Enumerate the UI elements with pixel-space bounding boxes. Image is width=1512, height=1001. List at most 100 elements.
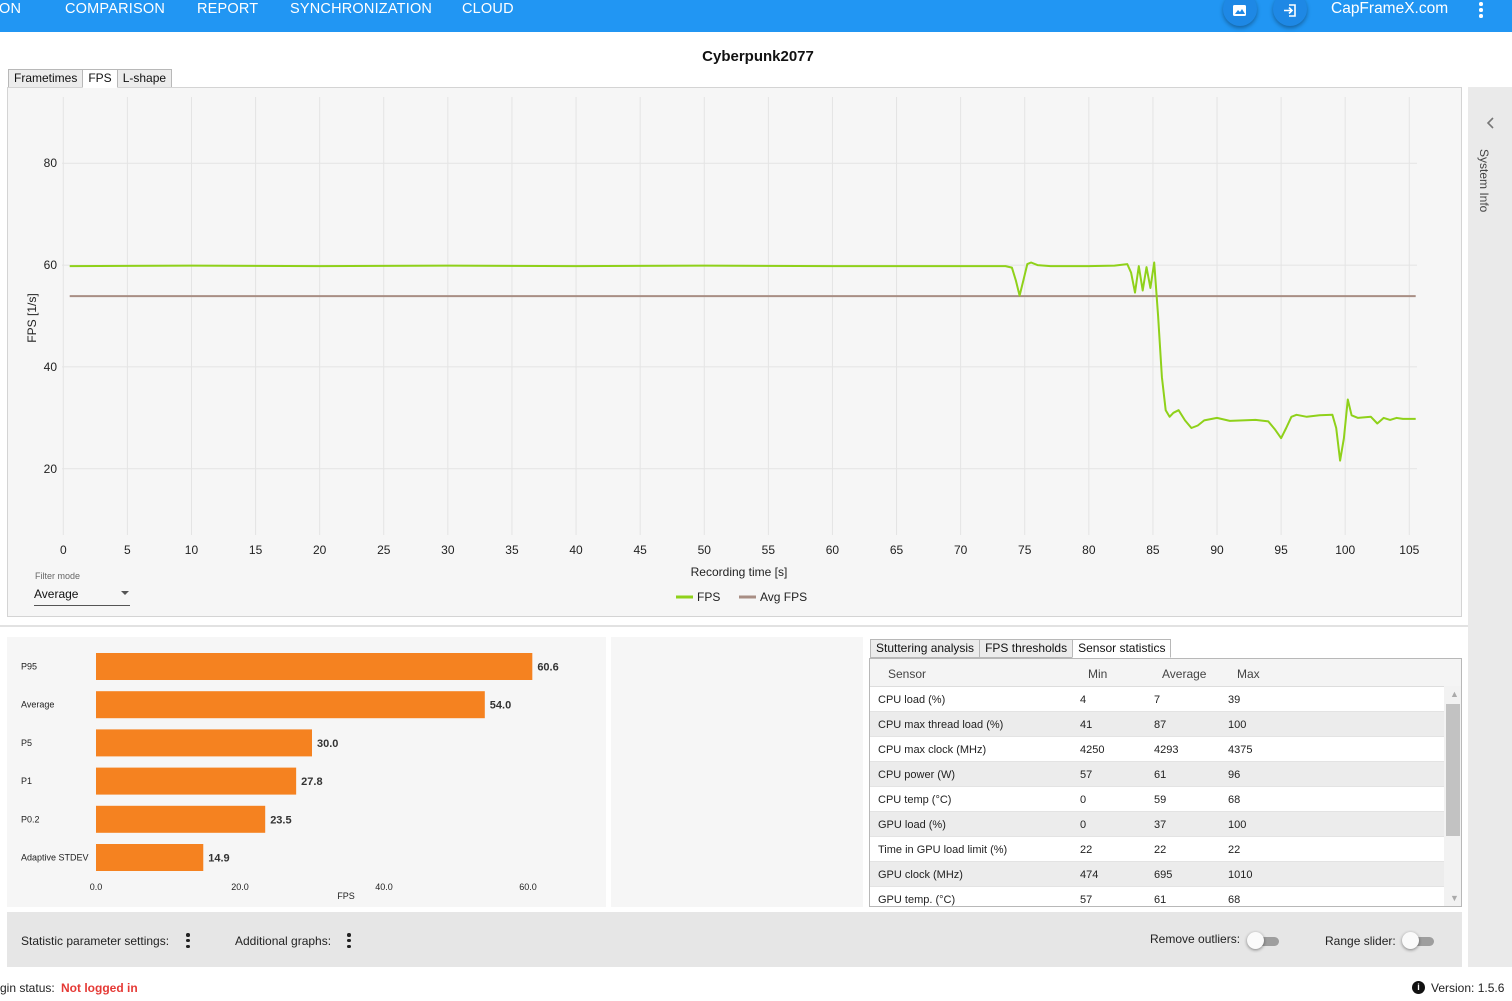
- table-row[interactable]: CPU load (%) 4 7 39: [870, 687, 1444, 712]
- sensor-name-cell: CPU load (%): [878, 694, 946, 706]
- system-info-label: System Info: [1477, 149, 1491, 213]
- range-slider-toggle[interactable]: [1402, 932, 1436, 949]
- col-header-sensor[interactable]: Sensor: [888, 667, 927, 681]
- table-row[interactable]: CPU temp (°C) 0 59 68: [870, 787, 1444, 812]
- x-tick-label: 80: [1082, 543, 1096, 557]
- x-tick-label: 30: [441, 543, 455, 557]
- info-icon[interactable]: i: [1412, 981, 1425, 994]
- series-group: [69, 261, 1416, 462]
- sensor-name-cell: GPU clock (MHz): [878, 869, 963, 881]
- scroll-up-icon[interactable]: ▲: [1450, 689, 1459, 699]
- bar-x-tick-label: 60.0: [519, 882, 537, 892]
- y-tick-label: 80: [44, 156, 58, 170]
- more-vertical-icon[interactable]: [1478, 2, 1484, 20]
- additional-graphs-menu-icon[interactable]: [347, 933, 351, 949]
- sensor-name-cell: CPU max clock (MHz): [878, 744, 987, 756]
- empty-panel: [611, 637, 863, 907]
- x-tick-label: 90: [1210, 543, 1224, 557]
- screenshot-icon: [1233, 5, 1246, 16]
- screenshot-button[interactable]: [1223, 0, 1257, 26]
- y-tick-label: 60: [44, 258, 58, 272]
- tab-fps-thresholds[interactable]: FPS thresholds: [979, 639, 1074, 658]
- chevron-left-icon[interactable]: [1486, 117, 1494, 129]
- table-row[interactable]: Time in GPU load limit (%) 22 22 22: [870, 837, 1444, 862]
- tab-frametimes[interactable]: Frametimes: [8, 69, 84, 88]
- table-row[interactable]: CPU max thread load (%) 41 87 100: [870, 712, 1444, 737]
- table-header: Sensor Min Average Max: [870, 659, 1461, 687]
- col-header-min[interactable]: Min: [1088, 667, 1108, 681]
- min-cell: 4250: [1080, 744, 1105, 756]
- filter-mode-select[interactable]: Average: [34, 585, 130, 606]
- min-cell: 57: [1080, 769, 1093, 781]
- brand-link[interactable]: CapFrameX.com: [1331, 0, 1449, 17]
- table-row[interactable]: CPU power (W) 57 61 96: [870, 762, 1444, 787]
- table-row[interactable]: CPU max clock (MHz) 4250 4293 4375: [870, 737, 1444, 762]
- average-cell: 4293: [1154, 744, 1179, 756]
- system-info-sidebar[interactable]: System Info: [1468, 87, 1512, 967]
- fps-series-line: [69, 261, 1416, 462]
- x-tick-label: 10: [185, 543, 199, 557]
- x-tick-label: 45: [633, 543, 647, 557]
- bar: [96, 729, 312, 757]
- sensor-name-cell: GPU load (%): [878, 819, 946, 831]
- sensor-name-cell: GPU temp. (°C): [878, 894, 956, 906]
- max-cell: 1010: [1228, 869, 1253, 881]
- tab-l-shape[interactable]: L-shape: [116, 69, 173, 88]
- tab-stuttering-analysis[interactable]: Stuttering analysis: [870, 639, 981, 658]
- bar-value-label: 30.0: [317, 738, 338, 750]
- bar: [96, 653, 533, 680]
- table-row[interactable]: GPU clock (MHz) 474 695 1010: [870, 862, 1444, 887]
- nav-item-report[interactable]: REPORT: [197, 1, 259, 17]
- x-tick-label: 70: [954, 543, 968, 557]
- min-cell: 4: [1080, 694, 1087, 706]
- x-tick-label: 15: [249, 543, 263, 557]
- x-tick-label: 0: [60, 543, 67, 557]
- nav-item-comparison[interactable]: COMPARISON: [65, 1, 166, 17]
- bar-category-label: P1: [21, 776, 32, 786]
- average-cell: 87: [1154, 719, 1167, 731]
- table-row[interactable]: GPU temp. (°C) 57 61 68: [870, 887, 1444, 906]
- max-cell: 96: [1228, 769, 1241, 781]
- bars-group: P95 60.6 Average 54.0 P5 30.0 P1 27.8 P0.2 23.5 Ad…: [21, 653, 559, 871]
- table-scrollbar[interactable]: ▲ ▼: [1444, 686, 1461, 906]
- table-row[interactable]: GPU load (%) 0 37 100: [870, 812, 1444, 837]
- nav-item-synchronization[interactable]: SYNCHRONIZATION: [290, 1, 433, 17]
- x-tick-label: 65: [890, 543, 904, 557]
- x-tick-label: 85: [1146, 543, 1160, 557]
- nav-item-session[interactable]: ON: [0, 1, 22, 17]
- statistic-settings-label: Statistic parameter settings:: [21, 934, 170, 948]
- statistic-settings-menu-icon[interactable]: [186, 933, 190, 949]
- average-cell: 61: [1154, 894, 1167, 906]
- section-divider: [0, 625, 1468, 627]
- max-cell: 100: [1228, 719, 1247, 731]
- nav-item-cloud[interactable]: CLOUD: [462, 1, 514, 17]
- x-tick-label: 55: [762, 543, 776, 557]
- bar: [96, 844, 204, 871]
- y-tick-labels: 20 40 60 80: [44, 156, 58, 476]
- y-axis-label: FPS [1/s]: [25, 293, 39, 342]
- tab-fps[interactable]: FPS: [82, 69, 118, 88]
- x-tick-labels: 0 5 10 15 20 25 30 35 40 45 50 55 60 65 70 75 80 85 90 95 10…: [60, 543, 1420, 557]
- bar-x-axis-label: FPS: [337, 891, 355, 901]
- remove-outliers-toggle[interactable]: [1247, 932, 1281, 949]
- col-header-max[interactable]: Max: [1237, 667, 1260, 681]
- tab-sensor-statistics[interactable]: Sensor statistics: [1072, 639, 1172, 658]
- login-button[interactable]: [1273, 0, 1307, 26]
- plot-area: [62, 97, 1417, 535]
- bar-category-label: Average: [21, 700, 54, 710]
- chart-tabs: Frametimes FPS L-shape: [8, 69, 173, 88]
- bottom-options-bar: Statistic parameter settings: Additional…: [7, 912, 1462, 967]
- fps-line-chart[interactable]: 0 5 10 15 20 25 30 35 40 45 50 55 60 65 70 75 80 85 90 95 10…: [7, 87, 1462, 617]
- x-tick-label: 40: [569, 543, 583, 557]
- y-tick-label: 20: [44, 462, 58, 476]
- status-bar: gin status: Not logged in i Version: 1.5…: [0, 975, 1512, 1001]
- col-header-average[interactable]: Average: [1162, 667, 1207, 681]
- min-cell: 0: [1080, 794, 1087, 806]
- version-label: Version: 1.5.6: [1431, 981, 1505, 995]
- scroll-down-icon[interactable]: ▼: [1450, 893, 1459, 903]
- scrollbar-thumb[interactable]: [1446, 704, 1460, 836]
- legend-avg-fps-label: Avg FPS: [760, 590, 807, 604]
- max-cell: 4375: [1228, 744, 1253, 756]
- login-status-value: Not logged in: [61, 981, 138, 995]
- bar: [96, 691, 485, 719]
